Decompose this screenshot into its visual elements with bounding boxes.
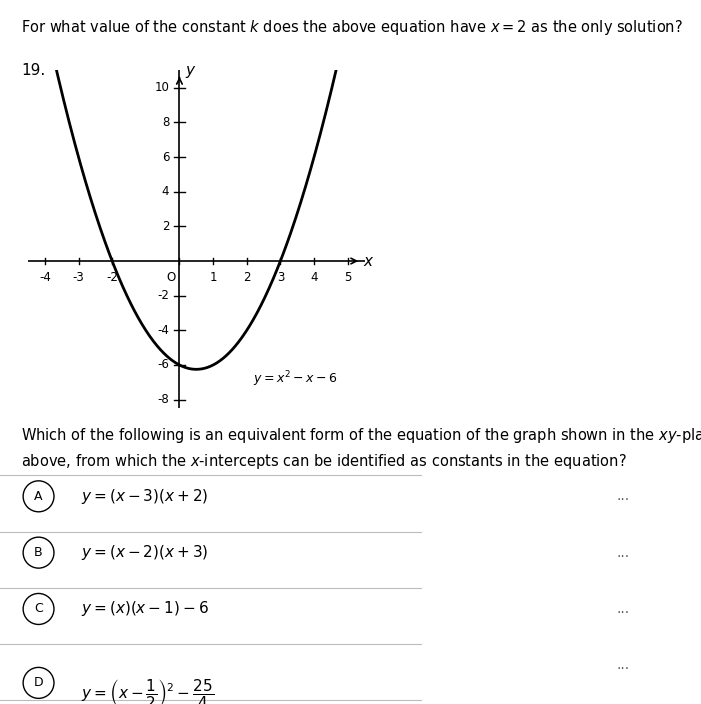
Text: -4: -4 — [158, 324, 170, 337]
Text: 8: 8 — [162, 116, 170, 129]
Text: $y$: $y$ — [184, 64, 196, 80]
Text: $y = x^2 - x - 6$: $y = x^2 - x - 6$ — [254, 369, 338, 389]
Text: 1: 1 — [210, 272, 217, 284]
Text: 3: 3 — [277, 272, 284, 284]
Text: 5: 5 — [344, 272, 351, 284]
Text: For what value of the constant $k$ does the above equation have $x = 2$ as the o: For what value of the constant $k$ does … — [21, 18, 683, 37]
Text: -2: -2 — [107, 272, 118, 284]
Text: 4: 4 — [311, 272, 318, 284]
Text: -4: -4 — [39, 272, 50, 284]
Text: 6: 6 — [162, 151, 170, 163]
Text: 2: 2 — [243, 272, 250, 284]
Text: $x$: $x$ — [363, 253, 374, 268]
Text: C: C — [34, 603, 43, 615]
Text: ...: ... — [617, 489, 630, 503]
Text: -2: -2 — [158, 289, 170, 302]
Text: Which of the following is an equivalent form of the equation of the graph shown : Which of the following is an equivalent … — [21, 426, 701, 471]
Text: D: D — [34, 677, 43, 689]
Text: -3: -3 — [73, 272, 84, 284]
Text: 10: 10 — [154, 81, 170, 94]
Text: ...: ... — [617, 546, 630, 560]
Text: ...: ... — [617, 602, 630, 616]
Text: $y = (x-3)(x+2)$: $y = (x-3)(x+2)$ — [81, 487, 208, 505]
Text: O: O — [166, 272, 176, 284]
Text: B: B — [34, 546, 43, 559]
Text: $y = \left(x - \dfrac{1}{2}\right)^2 - \dfrac{25}{4}$: $y = \left(x - \dfrac{1}{2}\right)^2 - \… — [81, 677, 214, 704]
Text: $y = (x)(x-1) - 6$: $y = (x)(x-1) - 6$ — [81, 600, 208, 618]
Text: 4: 4 — [162, 185, 170, 199]
Text: 19.: 19. — [21, 63, 46, 78]
Text: -6: -6 — [158, 358, 170, 372]
Text: ...: ... — [617, 658, 630, 672]
Text: $y = (x-2)(x+3)$: $y = (x-2)(x+3)$ — [81, 543, 208, 562]
Text: -8: -8 — [158, 393, 170, 406]
Text: A: A — [34, 490, 43, 503]
Text: 2: 2 — [162, 220, 170, 233]
